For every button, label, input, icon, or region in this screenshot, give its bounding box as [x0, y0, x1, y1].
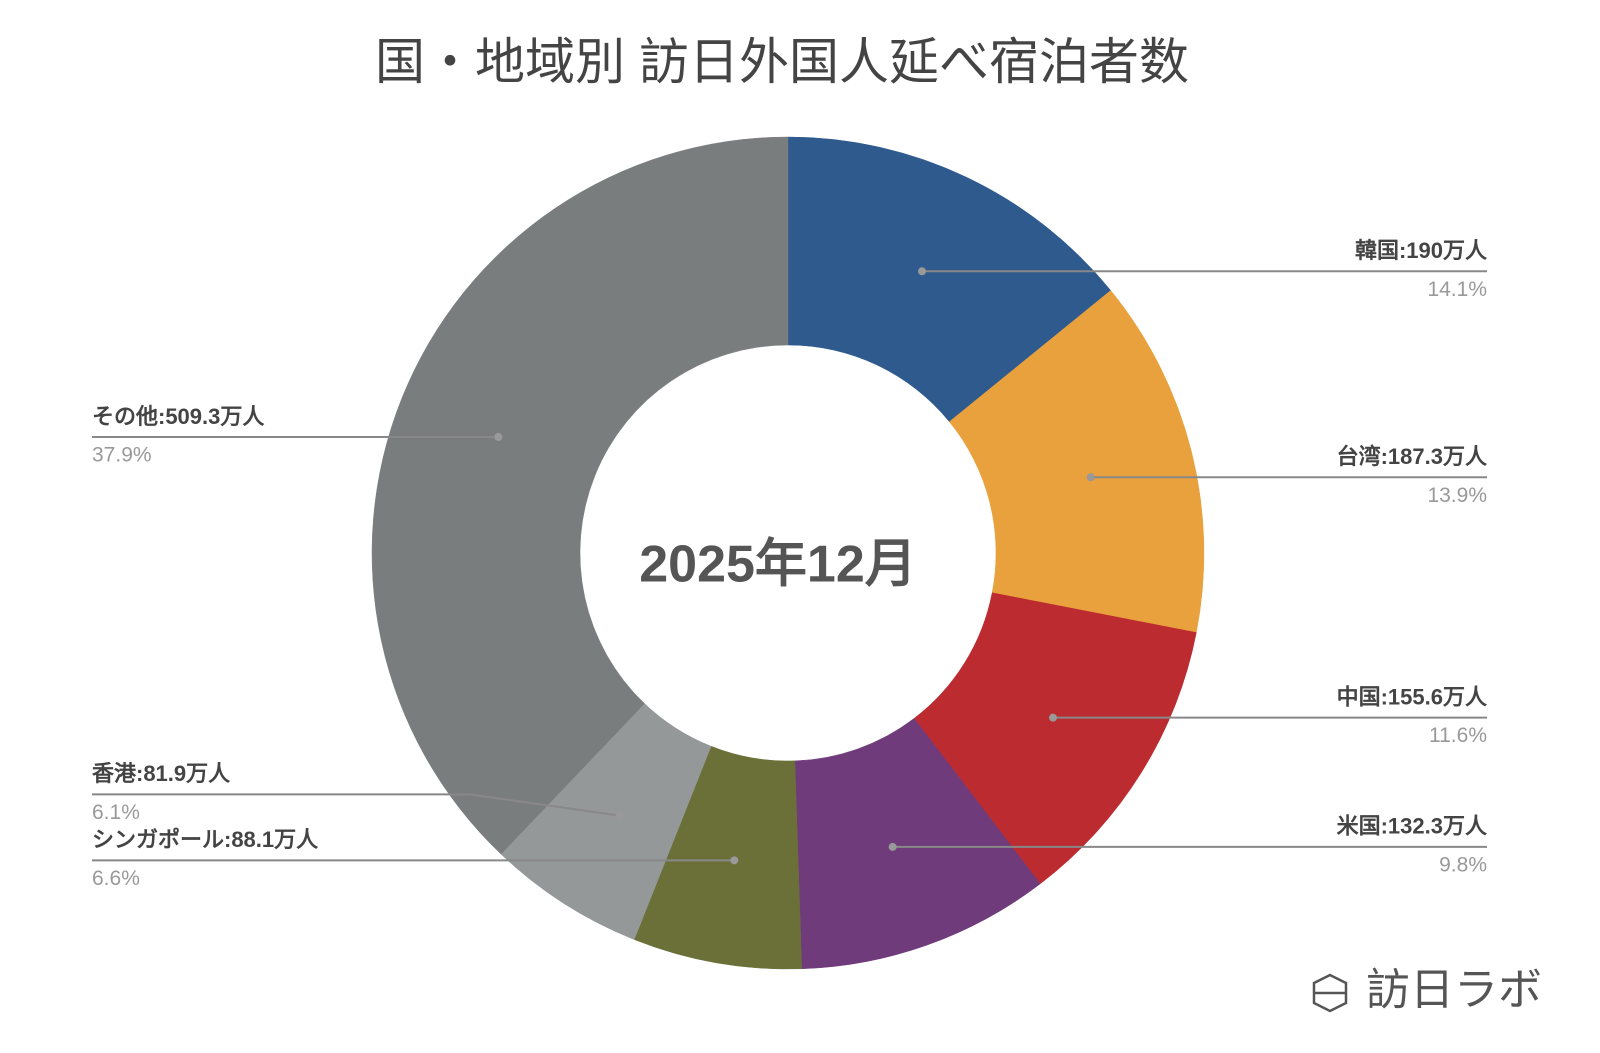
- leader-dot: [494, 433, 503, 442]
- leader-dot: [1086, 473, 1095, 482]
- slice-label: 台湾:187.3万人: [1337, 444, 1487, 469]
- slice: [913, 592, 1197, 885]
- slice: [371, 136, 789, 855]
- brand-icon: [1312, 973, 1348, 1013]
- slice-label: シンガポール:88.1万人: [92, 827, 318, 852]
- percentage-label: 9.8%: [1439, 853, 1487, 876]
- percentage-label: 13.9%: [1427, 484, 1487, 507]
- percentage-label: 14.1%: [1427, 278, 1487, 301]
- brand-text: 訪日ラボ: [1366, 966, 1542, 1015]
- slice-label: 香港:81.9万人: [92, 761, 230, 786]
- leader-dot: [918, 267, 927, 276]
- slice-label: 米国:132.3万人: [1337, 814, 1487, 839]
- slices: [371, 136, 1205, 970]
- brand-logo: 訪日ラボ: [1312, 966, 1542, 1015]
- percentage-label: 37.9%: [92, 444, 152, 467]
- slice-label: 中国:155.6万人: [1337, 684, 1487, 709]
- percentage-label: 11.6%: [1429, 724, 1487, 747]
- leader-dot: [1049, 713, 1058, 722]
- leader-line: [92, 793, 620, 817]
- percentage-label: 6.1%: [92, 801, 140, 824]
- slice-label: 韓国:190万人: [1355, 238, 1487, 263]
- slice: [949, 290, 1205, 633]
- slice-label: その他:509.3万人: [92, 404, 264, 429]
- percentage-label: 6.6%: [92, 867, 140, 890]
- leader-dot: [615, 811, 624, 820]
- leader-dot: [888, 842, 897, 851]
- leader-dot: [730, 856, 739, 865]
- chart-title: 国・地域別 訪日外国人延べ宿泊者数: [375, 34, 1189, 90]
- slice: [787, 136, 1112, 423]
- center-label: 2025年12月: [639, 536, 917, 594]
